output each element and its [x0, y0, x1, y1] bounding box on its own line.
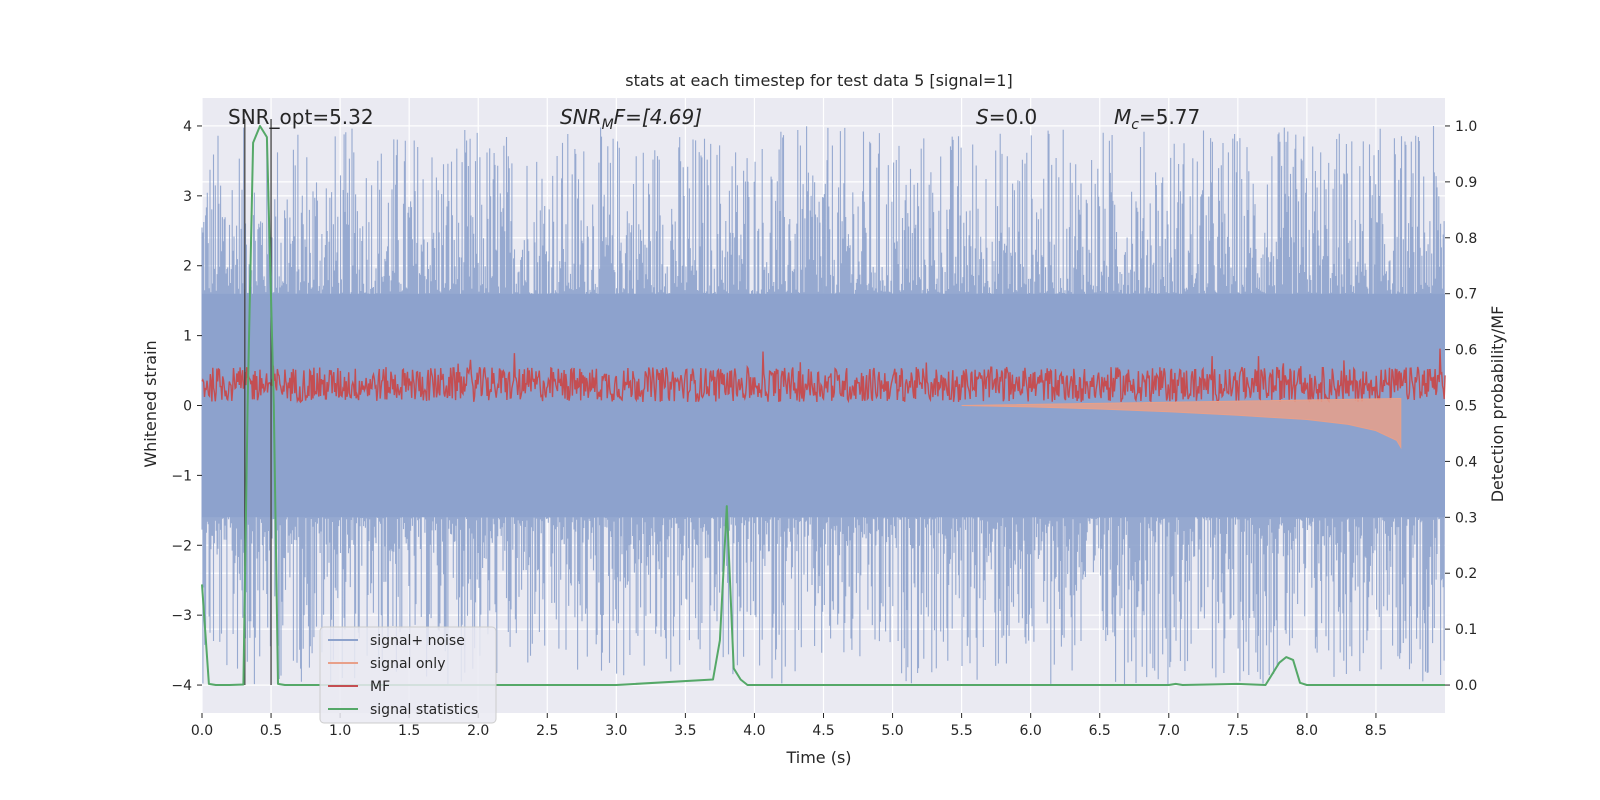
y2-tick-label: 0.3 [1455, 510, 1477, 526]
y2-tick-label: 0.2 [1455, 566, 1477, 582]
x-tick-label: 2.5 [536, 723, 558, 739]
mf-trace [201, 348, 1446, 404]
x-tick-label: 1.0 [329, 723, 351, 739]
mf-series [201, 348, 1446, 404]
legend-box [319, 626, 497, 724]
signal-noise-trace [201, 126, 1445, 685]
y2-tick-label: 0.4 [1455, 454, 1477, 470]
legend: signal+ noise signal only MF signal stat… [319, 626, 497, 724]
mc-var: M [1114, 105, 1131, 129]
x-tick-label: 1.5 [398, 723, 420, 739]
snr-mf-sub: M [602, 117, 614, 133]
x-tick-label: 6.0 [1020, 723, 1042, 739]
x-tick-label: 7.5 [1227, 723, 1249, 739]
x-tick-label: 8.5 [1365, 723, 1387, 739]
signal-statistics-line [201, 125, 1445, 686]
signal-only-series [961, 397, 1402, 450]
y2-tick-label: 0.8 [1455, 231, 1477, 247]
x-tick-label: 5.5 [950, 723, 972, 739]
y2-tick-label: 0.1 [1455, 622, 1477, 638]
x-tick-label: 3.0 [605, 723, 627, 739]
x-tick-label: 3.5 [674, 723, 696, 739]
signal-statistics-series [201, 125, 1445, 686]
signal-only-trace [961, 397, 1402, 450]
y-tick-label: 1 [183, 329, 192, 345]
y-tick-label: −1 [171, 468, 192, 484]
x-axis-label: Time (s) [785, 748, 851, 767]
y-tick-label: 0 [183, 399, 192, 415]
y2-axis-label: Detection probability/MF [1488, 306, 1507, 503]
legend-label-signal-noise: signal+ noise [370, 633, 465, 649]
x-tick-label: 4.5 [812, 723, 834, 739]
s-annotation: S=0.0 [976, 105, 1037, 129]
s-rest: =0.0 [989, 105, 1038, 129]
axis-ticks: 0.0 0.5 1.0 1.5 2.0 2.5 3.0 3.5 4.0 4.5 5.0 5.5 6.0 6… [171, 119, 1477, 739]
mc-rest: =5.77 [1139, 105, 1200, 129]
legend-label-signal-statistics: signal statistics [370, 702, 478, 718]
snr-opt-annotation: SNR_opt=5.32 [228, 105, 374, 129]
legend-label-mf: MF [370, 679, 390, 695]
y2-tick-label: 0.0 [1455, 678, 1477, 694]
x-tick-label: 0.0 [191, 723, 213, 739]
x-tick-label: 2.0 [467, 723, 489, 739]
y-axis-label: Whitened strain [141, 340, 160, 467]
y-tick-label: −2 [171, 538, 192, 554]
mc-sub: c [1131, 117, 1139, 133]
x-tick-label: 0.5 [260, 723, 282, 739]
legend-label-signal-only: signal only [370, 656, 445, 672]
y2-tick-label: 0.7 [1455, 287, 1477, 303]
x-tick-label: 8.0 [1296, 723, 1318, 739]
y-tick-label: −4 [171, 678, 192, 694]
y-tick-label: 4 [183, 119, 192, 135]
x-tick-label: 4.0 [743, 723, 765, 739]
x-tick-label: 7.0 [1158, 723, 1180, 739]
snr-mf-base: SNR [560, 105, 602, 129]
mc-annotation: Mc=5.77 [1114, 105, 1200, 133]
y2-tick-label: 0.6 [1455, 343, 1477, 359]
y2-tick-label: 0.9 [1455, 175, 1477, 191]
y2-tick-label: 1.0 [1455, 119, 1477, 135]
x-tick-label: 5.0 [881, 723, 903, 739]
x-tick-label: 6.5 [1089, 723, 1111, 739]
y2-tick-label: 0.5 [1455, 399, 1477, 415]
snr-mf-rest: F=[4.69] [614, 105, 702, 129]
chart-title: stats at each timestep for test data 5 [… [625, 71, 1012, 90]
y-tick-label: −3 [171, 608, 192, 624]
y-tick-label: 3 [183, 189, 192, 205]
s-var: S [976, 105, 989, 129]
y-tick-label: 2 [183, 259, 192, 275]
snr-mf-annotation: SNRMF=[4.69] [560, 105, 702, 133]
